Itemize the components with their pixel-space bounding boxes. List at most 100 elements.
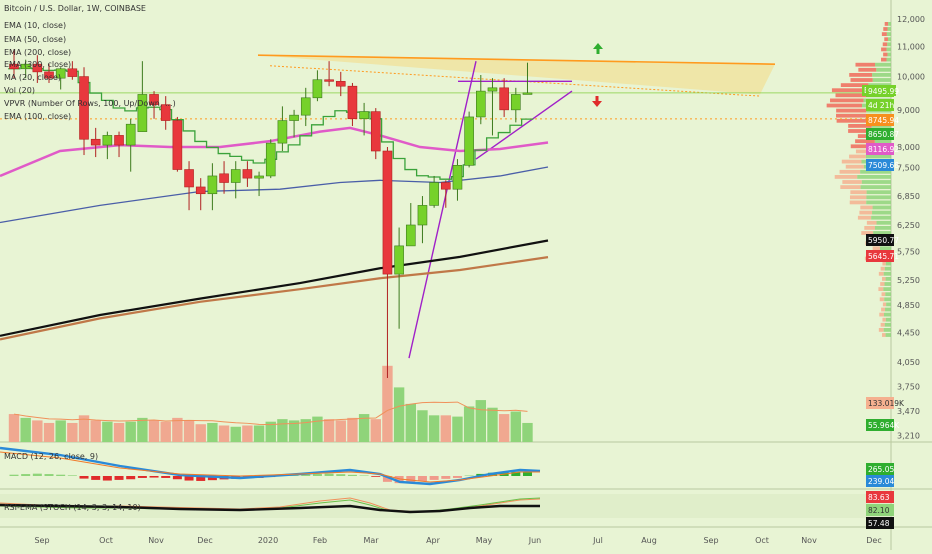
legend-ema50[interactable]: EMA (50, close) (4, 35, 66, 44)
volume-profile-bar (880, 282, 884, 286)
volume-profile-bar (867, 221, 877, 225)
ema300-badge: 5645.71 (868, 252, 899, 261)
volume-profile-bar (837, 119, 867, 123)
volume-profile-bar (827, 104, 862, 108)
legend-vol[interactable]: Vol (20) (4, 86, 35, 95)
ema10-badge: 8745.94 (868, 116, 899, 125)
price-tick-label: 9,000 (897, 106, 920, 115)
volume-profile-bar (872, 211, 891, 215)
price-tick-label: 7,500 (897, 163, 920, 172)
macd-histogram-bar (45, 474, 54, 476)
macd-hist-badge: 265.05 (868, 465, 894, 474)
volume-bar (102, 422, 112, 442)
volume-bar (476, 400, 486, 442)
legend-ema10[interactable]: EMA (10, close) (4, 21, 66, 30)
time-tick-label: Oct (755, 536, 769, 545)
candle-body (430, 183, 439, 206)
volume-bar (137, 418, 147, 442)
volume-bar (242, 425, 252, 442)
volume-profile-bar (871, 216, 891, 220)
candle-body (336, 81, 345, 86)
volume-profile-bar (840, 170, 861, 174)
time-tick-label: Aug (641, 536, 657, 545)
ema200-badge: 5950.77 (868, 236, 899, 245)
volume-bar (20, 418, 30, 442)
macd-legend[interactable]: MACD (12, 26, close, 9) (4, 452, 98, 461)
volume-profile-bar (887, 42, 891, 46)
legend-ma20[interactable]: MA (20, close) (4, 73, 61, 82)
macd-histogram-bar (56, 475, 65, 476)
legend-ema200[interactable]: EMA (200, close) (4, 48, 71, 57)
legend-ema100[interactable]: EMA (100, close) (4, 112, 71, 121)
volume-profile-bar (858, 216, 871, 220)
time-tick-label: 2020 (258, 536, 278, 545)
price-tick-label: 3,750 (897, 382, 920, 391)
candle-body (290, 115, 299, 120)
volume-profile-bar (872, 73, 891, 77)
countdown-badge: 4d 21h (868, 101, 894, 110)
volume-profile-bar (888, 27, 891, 31)
candle-body (488, 88, 497, 91)
volume-bar (114, 423, 124, 442)
macd-line-badge: 239.04 (868, 477, 894, 486)
macd-histogram-bar (161, 476, 170, 478)
macd-histogram-bar (68, 475, 77, 476)
volume-profile-bar (882, 32, 887, 36)
price-tick-label: 4,450 (897, 328, 920, 337)
macd-histogram-bar (441, 476, 450, 479)
volume-profile-bar (840, 185, 860, 189)
macd-histogram-bar (360, 475, 369, 476)
candle-body (465, 117, 474, 165)
price-tick-label: 4,050 (897, 358, 920, 367)
volume-profile-bar (885, 282, 891, 286)
legend-vpvr[interactable]: VPVR (Number Of Rows, 100, Up/Down, ...) (4, 99, 176, 108)
volume-profile-bar (885, 267, 891, 271)
volume-profile-bar (882, 333, 886, 337)
candle-body (348, 86, 357, 119)
macd-histogram-bar (336, 474, 345, 476)
volume-bar (394, 387, 404, 442)
volume-bar (429, 415, 439, 442)
volume-profile-bar (884, 297, 891, 301)
volume-profile-bar (855, 63, 875, 67)
macd-histogram-bar (33, 474, 42, 476)
legend-ema300[interactable]: EMA (300, close) (4, 60, 71, 69)
macd-histogram-bar (103, 476, 112, 481)
candle-body (301, 98, 310, 115)
volume-profile-bar (886, 277, 891, 281)
volume-bar (277, 419, 287, 442)
time-tick-label: Dec (197, 536, 212, 545)
volume-profile-bar (876, 68, 891, 72)
candle-body (255, 176, 264, 178)
macd-histogram-bar (371, 476, 380, 477)
volume-profile-bar (883, 53, 887, 57)
candle-body (103, 135, 112, 145)
candle-body (371, 112, 380, 151)
volume-profile-bar (857, 175, 891, 179)
candle-body (278, 121, 287, 144)
volume-profile-bar (830, 99, 864, 103)
volume-profile-bar (862, 180, 891, 184)
ema100-badge: 7509.68 (868, 161, 899, 170)
candle-body (220, 174, 229, 183)
volume-profile-bar (873, 246, 880, 250)
volume-bar (44, 423, 54, 442)
volume-profile-bar (877, 221, 891, 225)
volume-profile-bar (885, 22, 888, 26)
volume-bar (499, 414, 509, 442)
volume-profile-bar (849, 73, 872, 77)
time-tick-label: Oct (99, 536, 113, 545)
volume-profile-bar (883, 287, 891, 291)
ma20-badge: 8650.87 (868, 130, 899, 139)
volume-bar (32, 420, 42, 442)
stoch-k-badge: 83.63 (868, 493, 890, 502)
candle-body (360, 112, 369, 119)
volume-profile-bar (884, 272, 891, 276)
price-tick-label: 11,000 (897, 42, 925, 51)
volume-bar (126, 422, 136, 442)
volume-profile-bar (836, 114, 866, 118)
price-tick-label: 3,470 (897, 407, 920, 416)
stoch-legend[interactable]: RSI-EMA (STOCH (14, 3, 3, 14, 10) (4, 503, 141, 512)
volume-profile-bar (881, 323, 885, 327)
